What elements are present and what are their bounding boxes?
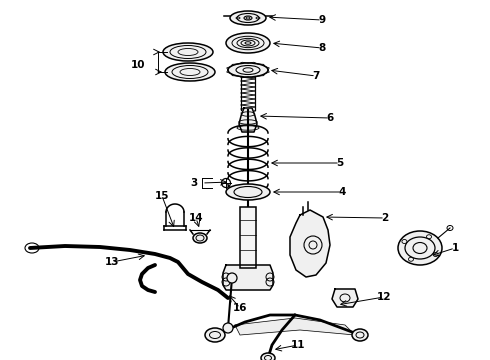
Ellipse shape [163,43,213,61]
Text: 4: 4 [338,187,345,197]
Text: 7: 7 [312,71,319,81]
Ellipse shape [261,353,275,360]
Polygon shape [239,108,257,132]
Text: 3: 3 [191,178,197,188]
Ellipse shape [228,63,268,77]
Polygon shape [235,318,355,335]
Text: 10: 10 [131,60,145,70]
Ellipse shape [223,323,233,333]
Text: 12: 12 [377,292,391,302]
Ellipse shape [227,273,237,283]
Ellipse shape [165,63,215,81]
Text: 1: 1 [451,243,459,253]
Text: 14: 14 [189,213,203,223]
Ellipse shape [230,11,266,25]
Ellipse shape [226,33,270,53]
Text: 15: 15 [155,191,169,201]
Text: 13: 13 [105,257,119,267]
Polygon shape [332,289,358,307]
Ellipse shape [205,328,225,342]
Text: 16: 16 [233,303,247,313]
Ellipse shape [352,329,368,341]
Ellipse shape [398,231,442,265]
Text: 6: 6 [326,113,334,123]
Text: 11: 11 [291,340,305,350]
Text: 5: 5 [336,158,343,168]
Ellipse shape [226,184,270,200]
Polygon shape [290,210,330,277]
Text: 9: 9 [318,15,325,25]
FancyBboxPatch shape [240,207,256,268]
Text: 2: 2 [381,213,389,223]
Ellipse shape [193,233,207,243]
Polygon shape [223,265,273,290]
Text: 8: 8 [318,43,326,53]
